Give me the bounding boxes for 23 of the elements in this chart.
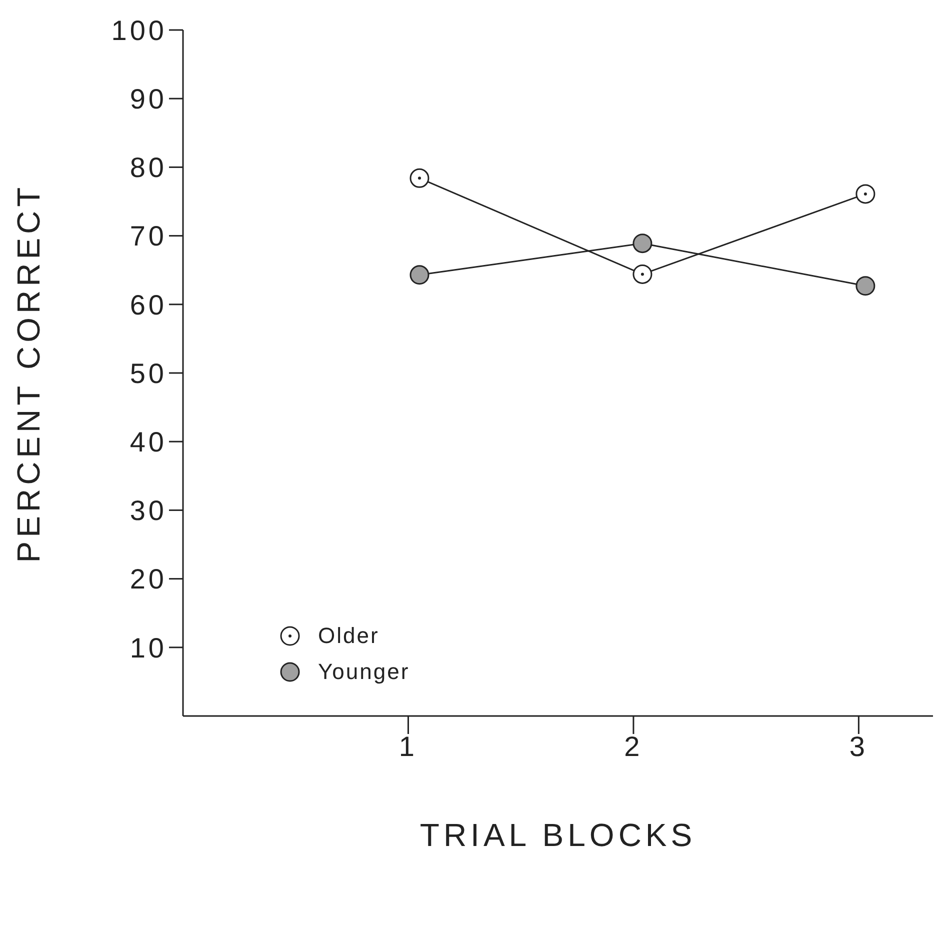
point bbox=[632, 264, 652, 284]
y-tick-label: 20 bbox=[130, 564, 167, 595]
y-tick-label: 80 bbox=[130, 152, 167, 184]
y-tick-label: 40 bbox=[130, 426, 167, 458]
point bbox=[410, 265, 430, 285]
legend-label: Younger bbox=[318, 659, 410, 685]
y-tick-label: 30 bbox=[130, 495, 167, 526]
x-tick-label: 2 bbox=[624, 730, 643, 762]
y-tick-label: 10 bbox=[130, 632, 167, 664]
x-tick-label: 3 bbox=[849, 730, 868, 762]
y-tick-label: 50 bbox=[130, 358, 167, 389]
x-tick-label: 1 bbox=[398, 730, 418, 762]
y-tick-label: 70 bbox=[130, 220, 167, 252]
y-tick-label: 90 bbox=[130, 84, 167, 115]
x-axis-title: TRIAL BLOCKS bbox=[420, 817, 696, 853]
y-tick-label: 100 bbox=[111, 14, 167, 46]
legend-label: Older bbox=[318, 623, 380, 649]
point bbox=[856, 184, 876, 204]
y-tick-label: 60 bbox=[130, 289, 167, 320]
point bbox=[632, 234, 652, 254]
point bbox=[410, 168, 430, 188]
y-axis-title: PERCENT CORRECT bbox=[10, 183, 46, 563]
point bbox=[856, 276, 876, 296]
